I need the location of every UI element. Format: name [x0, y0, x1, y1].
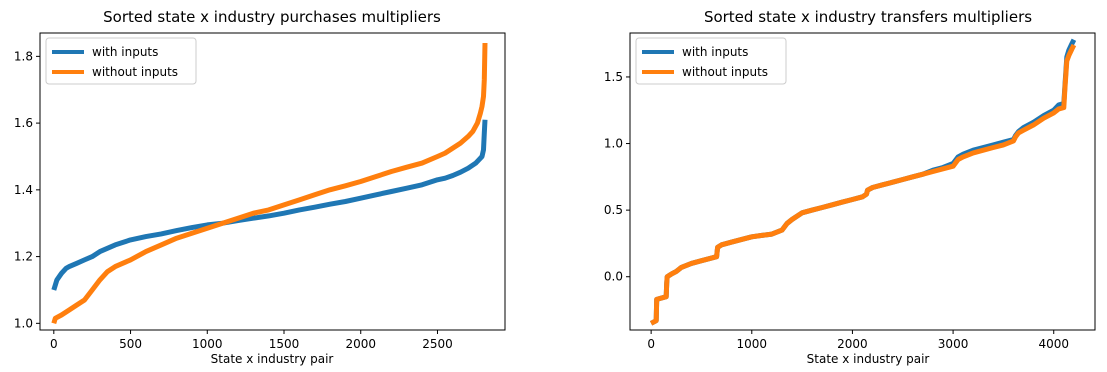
x-tick-label: 4000: [1038, 337, 1069, 351]
x-tick-label: 2000: [837, 337, 868, 351]
x-tick-label: 0: [647, 337, 655, 351]
y-tick-label: 0.5: [604, 203, 623, 217]
legend: with inputs without inputs: [45, 37, 197, 85]
series-layer: [51, 42, 488, 325]
series-line-without-inputs: [649, 43, 1077, 326]
legend-label-without-inputs: without inputs: [682, 65, 768, 79]
plot-frame: [39, 32, 506, 331]
legend-label-without-inputs: without inputs: [92, 65, 178, 79]
x-tick-label: 1000: [737, 337, 768, 351]
x-tick-label: 1000: [192, 337, 223, 351]
x-tick-label: 2500: [422, 337, 453, 351]
transfers-multipliers-chart: Sorted state x industry transfers multip…: [604, 8, 1096, 366]
x-tick-label: 0: [50, 337, 58, 351]
x-tick-label: 500: [119, 337, 142, 351]
x-axis-label: State x industry pair: [211, 352, 334, 366]
x-tick-label: 2000: [345, 337, 376, 351]
x-axis-label: State x industry pair: [807, 352, 930, 366]
y-tick-label: 1.8: [14, 49, 33, 63]
series-line-without-inputs: [51, 42, 488, 325]
y-tick-label: 1.5: [604, 70, 623, 84]
y-tick-label: 1.0: [14, 316, 33, 330]
tick-layer: 0 1000 2000 3000 4000 0.0 0.5 1.0 1.5: [604, 70, 1069, 351]
y-tick-label: 1.0: [604, 137, 623, 151]
y-tick-label: 0.0: [604, 270, 623, 284]
x-tick-label: 1500: [269, 337, 300, 351]
plot-frame: [629, 32, 1096, 331]
y-tick-label: 1.4: [14, 183, 33, 197]
series-line-with-inputs: [51, 119, 488, 291]
y-tick-label: 1.2: [14, 250, 33, 264]
purchases-multipliers-chart: Sorted state x industry purchases multip…: [14, 8, 506, 366]
legend-label-with-inputs: with inputs: [92, 45, 158, 59]
chart-title: Sorted state x industry purchases multip…: [103, 8, 441, 26]
legend-label-with-inputs: with inputs: [682, 45, 748, 59]
legend: with inputs without inputs: [635, 37, 787, 85]
chart-title: Sorted state x industry transfers multip…: [704, 8, 1032, 26]
x-tick-label: 3000: [938, 337, 969, 351]
tick-layer: 0 500 1000 1500 2000 2500 1.0 1.2 1.4 1.6 1.8: [14, 49, 453, 351]
series-layer: [649, 38, 1077, 326]
y-tick-label: 1.6: [14, 116, 33, 130]
